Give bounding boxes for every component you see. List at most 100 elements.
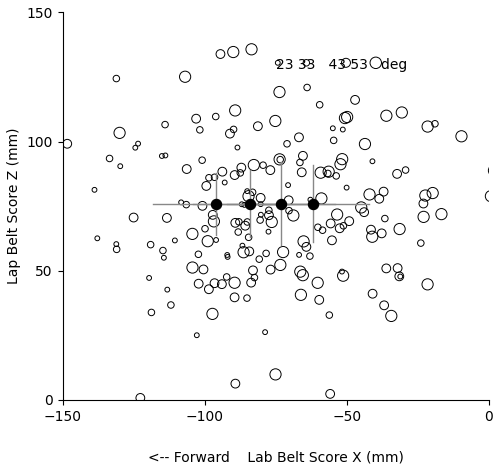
- Point: [106, 155, 114, 162]
- Point: [487, 193, 495, 200]
- Point: [255, 255, 263, 263]
- Point: [162, 152, 170, 159]
- Point: [136, 394, 144, 402]
- Point: [357, 204, 365, 211]
- Point: [284, 197, 292, 204]
- Point: [376, 195, 384, 202]
- Point: [256, 216, 264, 224]
- Point: [382, 265, 390, 272]
- Point: [345, 218, 353, 225]
- Point: [171, 237, 179, 244]
- Point: [285, 207, 293, 214]
- Point: [210, 279, 218, 287]
- Point: [396, 226, 404, 233]
- Point: [134, 140, 142, 147]
- Point: [222, 273, 230, 281]
- Point: [486, 394, 494, 401]
- Point: [276, 88, 283, 96]
- Point: [241, 222, 249, 229]
- Point: [268, 218, 276, 226]
- Point: [272, 371, 280, 378]
- Point: [314, 279, 322, 286]
- Point: [278, 200, 285, 207]
- Point: [338, 155, 346, 163]
- Point: [194, 280, 202, 287]
- Point: [24, 286, 32, 294]
- Point: [290, 212, 298, 219]
- Point: [200, 266, 207, 273]
- Point: [336, 160, 344, 168]
- Point: [296, 159, 304, 166]
- Point: [209, 211, 217, 219]
- Point: [351, 96, 359, 104]
- Text: <-- Forward    Lab Belt Score X (mm): <-- Forward Lab Belt Score X (mm): [148, 450, 404, 464]
- Point: [130, 214, 138, 221]
- Point: [380, 302, 388, 309]
- Point: [218, 280, 226, 288]
- Point: [230, 171, 238, 179]
- Point: [250, 274, 258, 281]
- Point: [306, 196, 314, 203]
- Point: [303, 84, 311, 91]
- Point: [393, 170, 401, 178]
- Point: [458, 133, 466, 140]
- Point: [198, 156, 206, 164]
- Point: [341, 114, 349, 122]
- Point: [324, 170, 332, 177]
- Point: [367, 226, 375, 233]
- Point: [295, 133, 303, 141]
- Point: [240, 248, 248, 256]
- Point: [326, 312, 334, 319]
- Point: [276, 156, 283, 163]
- Point: [249, 266, 257, 274]
- Point: [116, 162, 124, 170]
- Point: [394, 265, 402, 272]
- Point: [336, 225, 344, 232]
- Point: [90, 186, 98, 193]
- Point: [212, 236, 220, 244]
- Point: [315, 296, 323, 304]
- Point: [378, 230, 386, 237]
- Point: [272, 117, 280, 125]
- Point: [38, 161, 46, 169]
- Point: [342, 184, 350, 191]
- Point: [316, 169, 324, 176]
- Point: [246, 200, 254, 207]
- Point: [177, 199, 185, 206]
- Point: [283, 140, 291, 147]
- Point: [158, 152, 166, 159]
- Point: [224, 253, 232, 261]
- Point: [329, 125, 337, 132]
- Point: [368, 233, 376, 240]
- Point: [160, 254, 168, 261]
- Point: [266, 266, 274, 273]
- Point: [264, 228, 272, 235]
- Point: [182, 166, 190, 173]
- Point: [246, 248, 254, 255]
- Point: [112, 75, 120, 82]
- Point: [420, 200, 428, 207]
- Point: [318, 226, 326, 234]
- Point: [330, 137, 338, 144]
- Point: [247, 279, 255, 286]
- Point: [324, 168, 332, 175]
- Point: [163, 214, 171, 222]
- Point: [210, 173, 218, 181]
- Point: [232, 219, 239, 226]
- Point: [204, 238, 212, 245]
- Point: [276, 156, 284, 163]
- Point: [238, 164, 246, 172]
- Point: [234, 228, 242, 236]
- Point: [223, 251, 231, 259]
- Point: [295, 251, 303, 259]
- Point: [326, 220, 334, 227]
- Point: [259, 161, 267, 169]
- Point: [299, 272, 307, 279]
- Point: [333, 211, 341, 218]
- Point: [112, 246, 120, 253]
- Point: [220, 179, 228, 186]
- Point: [302, 243, 310, 251]
- Point: [424, 281, 432, 288]
- Point: [490, 167, 498, 174]
- Point: [112, 240, 120, 248]
